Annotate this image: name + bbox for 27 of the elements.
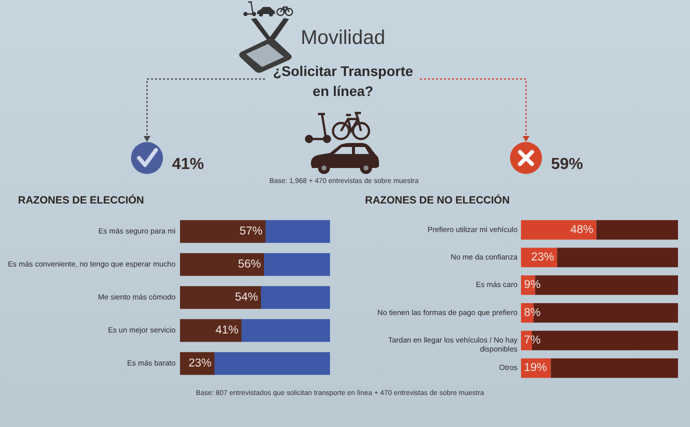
text: ¿Solicitar Transporte en línea? (272, 63, 414, 99)
data-label: 48% (570, 224, 594, 236)
bar (261, 286, 330, 309)
data-label: 54% (234, 292, 258, 304)
data-label: 41% (215, 324, 238, 336)
text: 41% (172, 156, 204, 173)
bar (180, 319, 242, 342)
bar (596, 220, 678, 240)
data-label: 19% (524, 362, 548, 374)
text: 59% (551, 156, 584, 173)
bar (266, 220, 330, 243)
bar (214, 352, 330, 375)
bar (242, 319, 330, 342)
data-label: 56% (238, 258, 261, 270)
data-label: 57% (239, 226, 262, 238)
bar (180, 220, 266, 243)
text: RAZONES DE ELECCIÓN (18, 194, 144, 206)
bar (557, 248, 678, 268)
data-label: 23% (531, 252, 554, 264)
bar (264, 253, 330, 276)
bar (180, 253, 264, 276)
bar (180, 286, 261, 309)
bar (550, 358, 678, 378)
bar (521, 220, 596, 240)
chart-title: RAZONES DE NO ELECCIÓN (365, 194, 510, 206)
data-label: 23% (188, 358, 212, 370)
text: Movilidad (300, 27, 386, 49)
